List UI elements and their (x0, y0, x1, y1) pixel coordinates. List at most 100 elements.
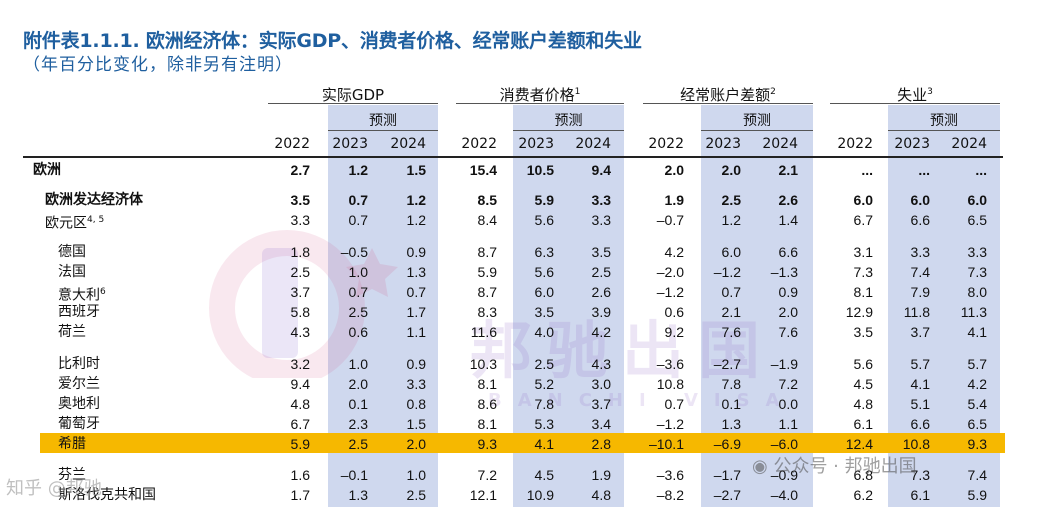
year-header: 2024 (762, 136, 798, 152)
forecast-rule-ca (701, 130, 813, 131)
value-cell: –2.7 (713, 487, 741, 503)
value-cell: –0.1 (340, 467, 368, 483)
value-cell: 6.1 (853, 416, 873, 432)
value-cell: –1.2 (656, 416, 684, 432)
value-cell: 0.8 (406, 396, 426, 412)
value-cell: 1.2 (406, 192, 426, 208)
value-cell: 5.6 (534, 264, 554, 280)
row-label: 意大利6 (58, 287, 106, 304)
row-label: 欧元区4, 5 (45, 215, 105, 232)
wechat-overlay: ◉ 公众号 · 邦驰出国 (752, 456, 917, 477)
highlight-row-bar (40, 433, 1005, 453)
year-header: 2023 (705, 136, 741, 152)
value-cell: 0.1 (348, 396, 368, 412)
forecast-label-cpi: 预测 (554, 113, 583, 129)
value-cell: 1.8 (290, 244, 310, 260)
value-cell: 0.9 (778, 284, 798, 300)
value-cell: 1.9 (664, 192, 684, 208)
value-cell: 1.4 (778, 212, 798, 228)
value-cell: –0.9 (770, 467, 798, 483)
value-cell: 4.1 (534, 436, 554, 452)
value-cell: 6.0 (967, 192, 987, 208)
value-cell: 5.1 (910, 396, 930, 412)
value-cell: 3.3 (290, 212, 310, 228)
value-cell: 9.2 (664, 324, 684, 340)
value-cell: 2.0 (348, 376, 368, 392)
value-cell: 6.6 (910, 212, 930, 228)
value-cell: 2.0 (778, 304, 798, 320)
value-cell: 2.0 (406, 436, 426, 452)
value-cell: 6.7 (290, 416, 310, 432)
value-cell: –10.1 (648, 436, 684, 452)
value-cell: 3.3 (591, 192, 611, 208)
year-header: 2022 (837, 136, 873, 152)
value-cell: 11.8 (903, 304, 930, 320)
row-label: 葡萄牙 (58, 416, 100, 432)
value-cell: 8.4 (477, 212, 497, 228)
value-cell: 5.9 (290, 436, 310, 452)
group-rule-ca (643, 103, 813, 104)
row-label: 奥地利 (58, 396, 100, 412)
group-rule-unemp (830, 103, 1000, 104)
row-label: 比利时 (58, 356, 100, 372)
value-cell: 4.0 (534, 324, 554, 340)
year-header: 2022 (274, 136, 310, 152)
value-cell: 2.1 (721, 304, 741, 320)
forecast-rule-unemp (888, 130, 1000, 131)
value-cell: –1.7 (713, 467, 741, 483)
value-cell: 4.5 (853, 376, 873, 392)
forecast-label-gdp: 预测 (369, 113, 397, 129)
value-cell: 6.1 (910, 487, 930, 503)
value-cell: 2.1 (778, 162, 798, 178)
value-cell: 3.3 (591, 212, 611, 228)
value-cell: 8.7 (477, 284, 497, 300)
value-cell: 3.9 (591, 304, 611, 320)
year-header: 2024 (390, 136, 426, 152)
value-cell: 7.8 (721, 376, 741, 392)
value-cell: 5.8 (290, 304, 310, 320)
value-cell: 1.2 (721, 212, 741, 228)
value-cell: –1.2 (713, 264, 741, 280)
value-cell: 1.2 (406, 212, 426, 228)
value-cell: 0.7 (406, 284, 426, 300)
value-cell: 4.8 (290, 396, 310, 412)
value-cell: 2.5 (348, 436, 368, 452)
value-cell: 11.3 (960, 304, 987, 320)
value-cell: 1.7 (290, 487, 310, 503)
value-cell: 7.3 (910, 467, 930, 483)
value-cell: 2.0 (664, 162, 684, 178)
value-cell: –3.6 (656, 467, 684, 483)
group-title-gdp: 实际GDP (321, 86, 385, 104)
value-cell: 3.1 (853, 244, 873, 260)
value-cell: –6.0 (770, 436, 798, 452)
table-row: 荷兰 4.3 0.6 1.1 11.6 4.0 4.2 9.2 7.6 7.6 3.5 3.7 4.1 (0, 322, 1053, 342)
value-cell: –2.0 (656, 264, 684, 280)
group-title-unemp: 失业3 (897, 86, 933, 104)
row-label: 希腊 (58, 436, 86, 452)
value-cell: 0.7 (348, 192, 368, 208)
value-cell: 7.2 (477, 467, 497, 483)
table-subtitle: （年百分比变化，除非另有注明） (23, 55, 293, 75)
brand-watermark-icon (209, 230, 398, 378)
value-cell: 0.6 (664, 304, 684, 320)
table-row: 葡萄牙 6.7 2.3 1.5 8.1 5.3 3.4 –1.2 1.3 1.1 6.1 6.6 6.5 (0, 414, 1053, 434)
group-rule-cpi (456, 103, 624, 104)
value-cell: 10.9 (526, 487, 554, 503)
forecast-label-unemp: 预测 (930, 113, 958, 129)
value-cell: 9.4 (591, 162, 611, 178)
value-cell: 4.2 (664, 244, 684, 260)
value-cell: 0.7 (721, 284, 741, 300)
table-row: 芬兰 1.6 –0.1 1.0 7.2 4.5 1.9 –3.6 –1.7 –0.9 6.8 7.3 7… (0, 465, 1053, 485)
value-cell: 2.8 (591, 436, 611, 452)
value-cell: 5.3 (534, 416, 554, 432)
value-cell: 4.2 (967, 376, 987, 392)
value-cell: 0.7 (348, 212, 368, 228)
year-header: 2023 (894, 136, 930, 152)
value-cell: 0.7 (348, 284, 368, 300)
value-cell: 1.9 (591, 467, 611, 483)
wechat-icon: ◉ (752, 456, 768, 477)
value-cell: 1.2 (348, 162, 368, 178)
value-cell: 1.6 (290, 467, 310, 483)
value-cell: 6.0 (853, 192, 873, 208)
forecast-label-ca: 预测 (743, 113, 771, 129)
